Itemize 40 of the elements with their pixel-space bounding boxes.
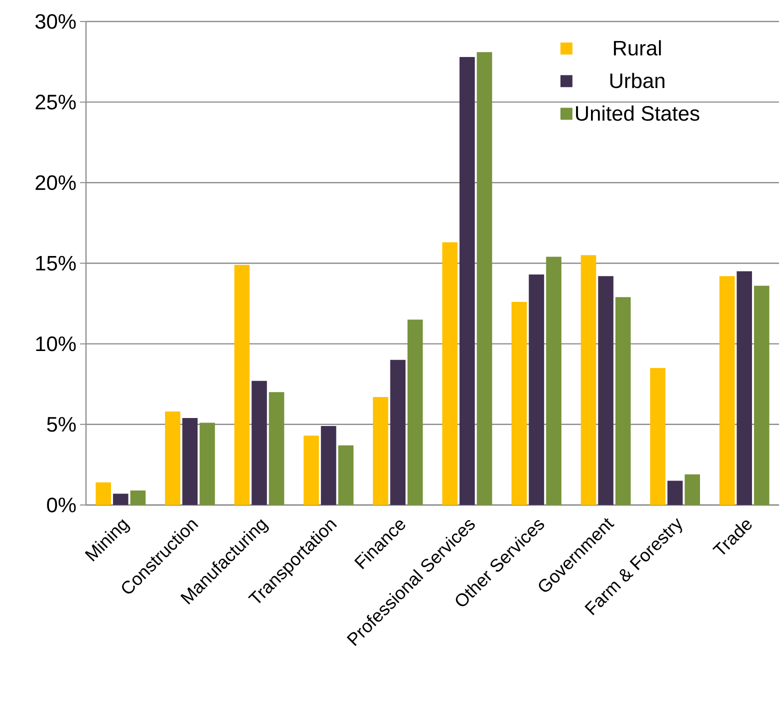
bar (320, 426, 336, 505)
y-tick-label: 20% (36, 175, 76, 190)
y-tick-label: 30% (35, 14, 76, 29)
bar (304, 436, 319, 505)
bar (512, 302, 527, 505)
bar (268, 392, 284, 505)
bar (667, 480, 683, 505)
bar (442, 242, 458, 505)
bar (615, 297, 631, 505)
bar (372, 397, 388, 505)
bar (338, 445, 354, 505)
bar (736, 271, 752, 505)
bar (408, 320, 423, 505)
bar (580, 255, 596, 505)
y-tick-label: 15% (36, 256, 76, 271)
bar (234, 264, 250, 505)
legend-label: Urban (610, 72, 664, 88)
bar (546, 256, 562, 505)
y-tick-label: 25% (36, 94, 76, 110)
y-tick-label: 5% (47, 417, 76, 432)
bar (182, 418, 198, 505)
bar (165, 412, 180, 505)
y-tick-label: 10% (36, 336, 76, 352)
legend-label: United States (576, 105, 700, 121)
bar (113, 494, 128, 505)
bar (528, 274, 544, 505)
bar (96, 482, 112, 505)
bar (598, 276, 614, 505)
bar (754, 286, 770, 505)
bar (719, 276, 735, 505)
bar (200, 422, 215, 505)
bar (476, 52, 492, 505)
bar (130, 490, 146, 505)
legend-label: Rural (614, 40, 661, 56)
y-tick-label: 0% (47, 498, 76, 512)
bar (650, 368, 666, 505)
bar (460, 56, 475, 505)
bar (684, 474, 700, 505)
bar (390, 360, 406, 505)
bar (252, 380, 267, 505)
